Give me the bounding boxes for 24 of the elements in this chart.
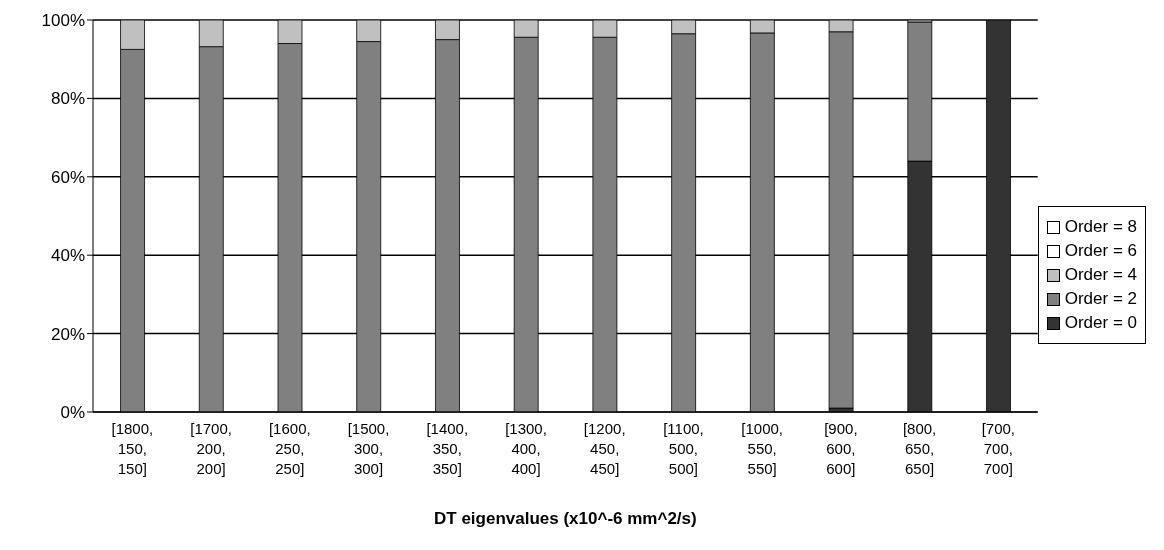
x-tick-label: [1400, 350, 350] (426, 420, 469, 477)
x-tick-label: [1200, 450, 450] (583, 420, 626, 477)
y-tick-label: 20% (50, 324, 85, 344)
legend-label: Order = 8 (1064, 217, 1137, 237)
x-tick-label: [1300, 400, 400] (505, 420, 547, 477)
legend-label: Order = 0 (1064, 313, 1137, 333)
x-tick-label: [900, 600, 600] (824, 420, 858, 477)
x-tick-label: [1100, 500, 500] (663, 420, 704, 477)
x-tick-label: [700, 700, 700] (981, 420, 1016, 477)
legend-label: Order = 2 (1064, 289, 1137, 309)
x-tick-label: [1000, 550, 550] (741, 420, 784, 477)
x-tick-label: [1500, 300, 300] (347, 420, 390, 477)
x-tick-label: [800, 650, 650] (902, 420, 937, 477)
y-tick-label: 40% (50, 246, 85, 266)
y-tick-label: 60% (50, 167, 85, 187)
x-tick-label: [1700, 200, 200] (190, 420, 232, 477)
y-tick-label: 0% (60, 403, 85, 423)
y-tick-label: 80% (50, 89, 85, 109)
y-tick-label: 100% (41, 11, 85, 31)
x-tick-label: [1800, 150, 150] (111, 420, 154, 477)
legend-label: Order = 6 (1064, 241, 1137, 261)
x-axis-title: DT eigenvalues (x10^-6 mm^2/s) (434, 509, 697, 528)
legend-label: Order = 4 (1064, 265, 1137, 285)
x-tick-label: [1600, 250, 250] (268, 420, 311, 477)
